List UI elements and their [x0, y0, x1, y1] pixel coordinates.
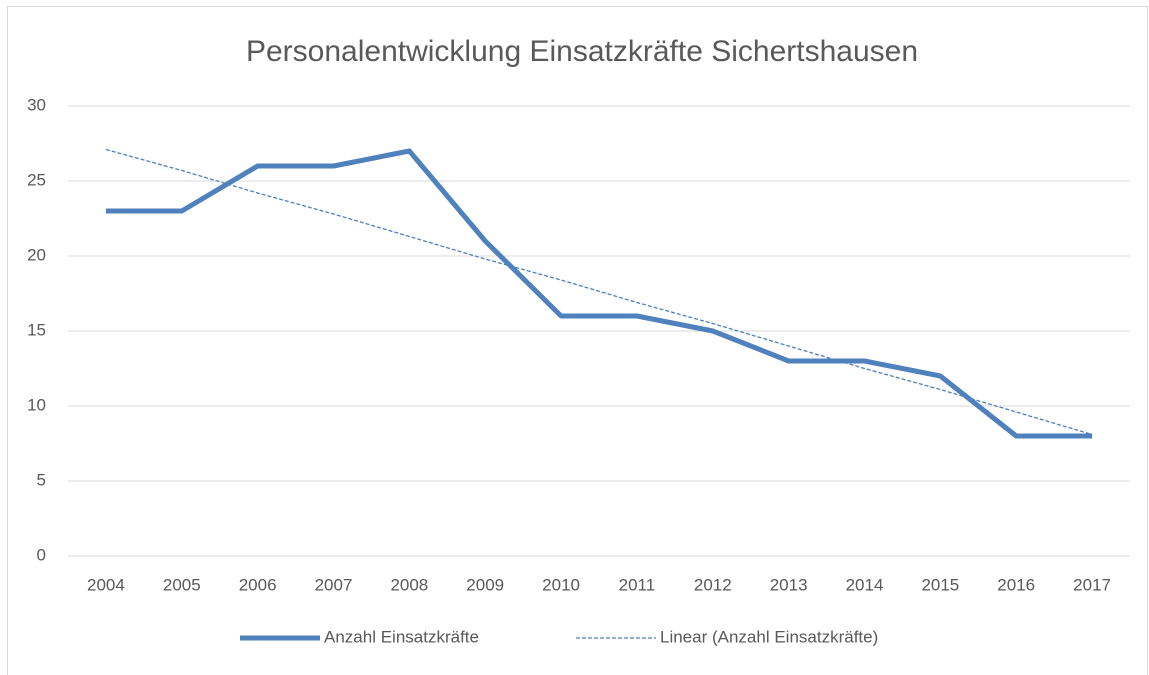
y-tick-label: 10	[27, 395, 46, 414]
chart-border	[7, 6, 1148, 675]
y-tick-label: 25	[27, 170, 46, 189]
x-tick-label: 2012	[694, 575, 732, 594]
y-tick-label: 30	[27, 95, 46, 114]
x-tick-label: 2005	[163, 575, 201, 594]
y-tick-label: 15	[27, 320, 46, 339]
x-tick-label: 2004	[87, 575, 125, 594]
y-tick-label: 5	[37, 470, 46, 489]
x-tick-label: 2011	[619, 575, 656, 594]
chart-title: Personalentwicklung Einsatzkräfte Sicher…	[246, 35, 918, 68]
x-tick-label: 2013	[770, 575, 808, 594]
y-tick-label: 0	[37, 545, 46, 564]
x-tick-label: 2009	[466, 575, 504, 594]
legend-label: Anzahl Einsatzkräfte	[324, 627, 479, 646]
x-tick-label: 2016	[997, 575, 1035, 594]
x-tick-label: 2007	[315, 575, 353, 594]
trend-line	[105, 148, 1093, 436]
legend-label: Linear (Anzahl Einsatzkräfte)	[660, 627, 878, 646]
x-tick-label: 2014	[846, 575, 884, 594]
x-tick-label: 2010	[542, 575, 580, 594]
x-tick-label: 2006	[239, 575, 277, 594]
x-tick-label: 2017	[1073, 575, 1111, 594]
series-line	[105, 148, 1093, 439]
y-tick-label: 20	[27, 245, 46, 264]
x-tick-label: 2015	[921, 575, 959, 594]
x-tick-label: 2008	[390, 575, 428, 594]
